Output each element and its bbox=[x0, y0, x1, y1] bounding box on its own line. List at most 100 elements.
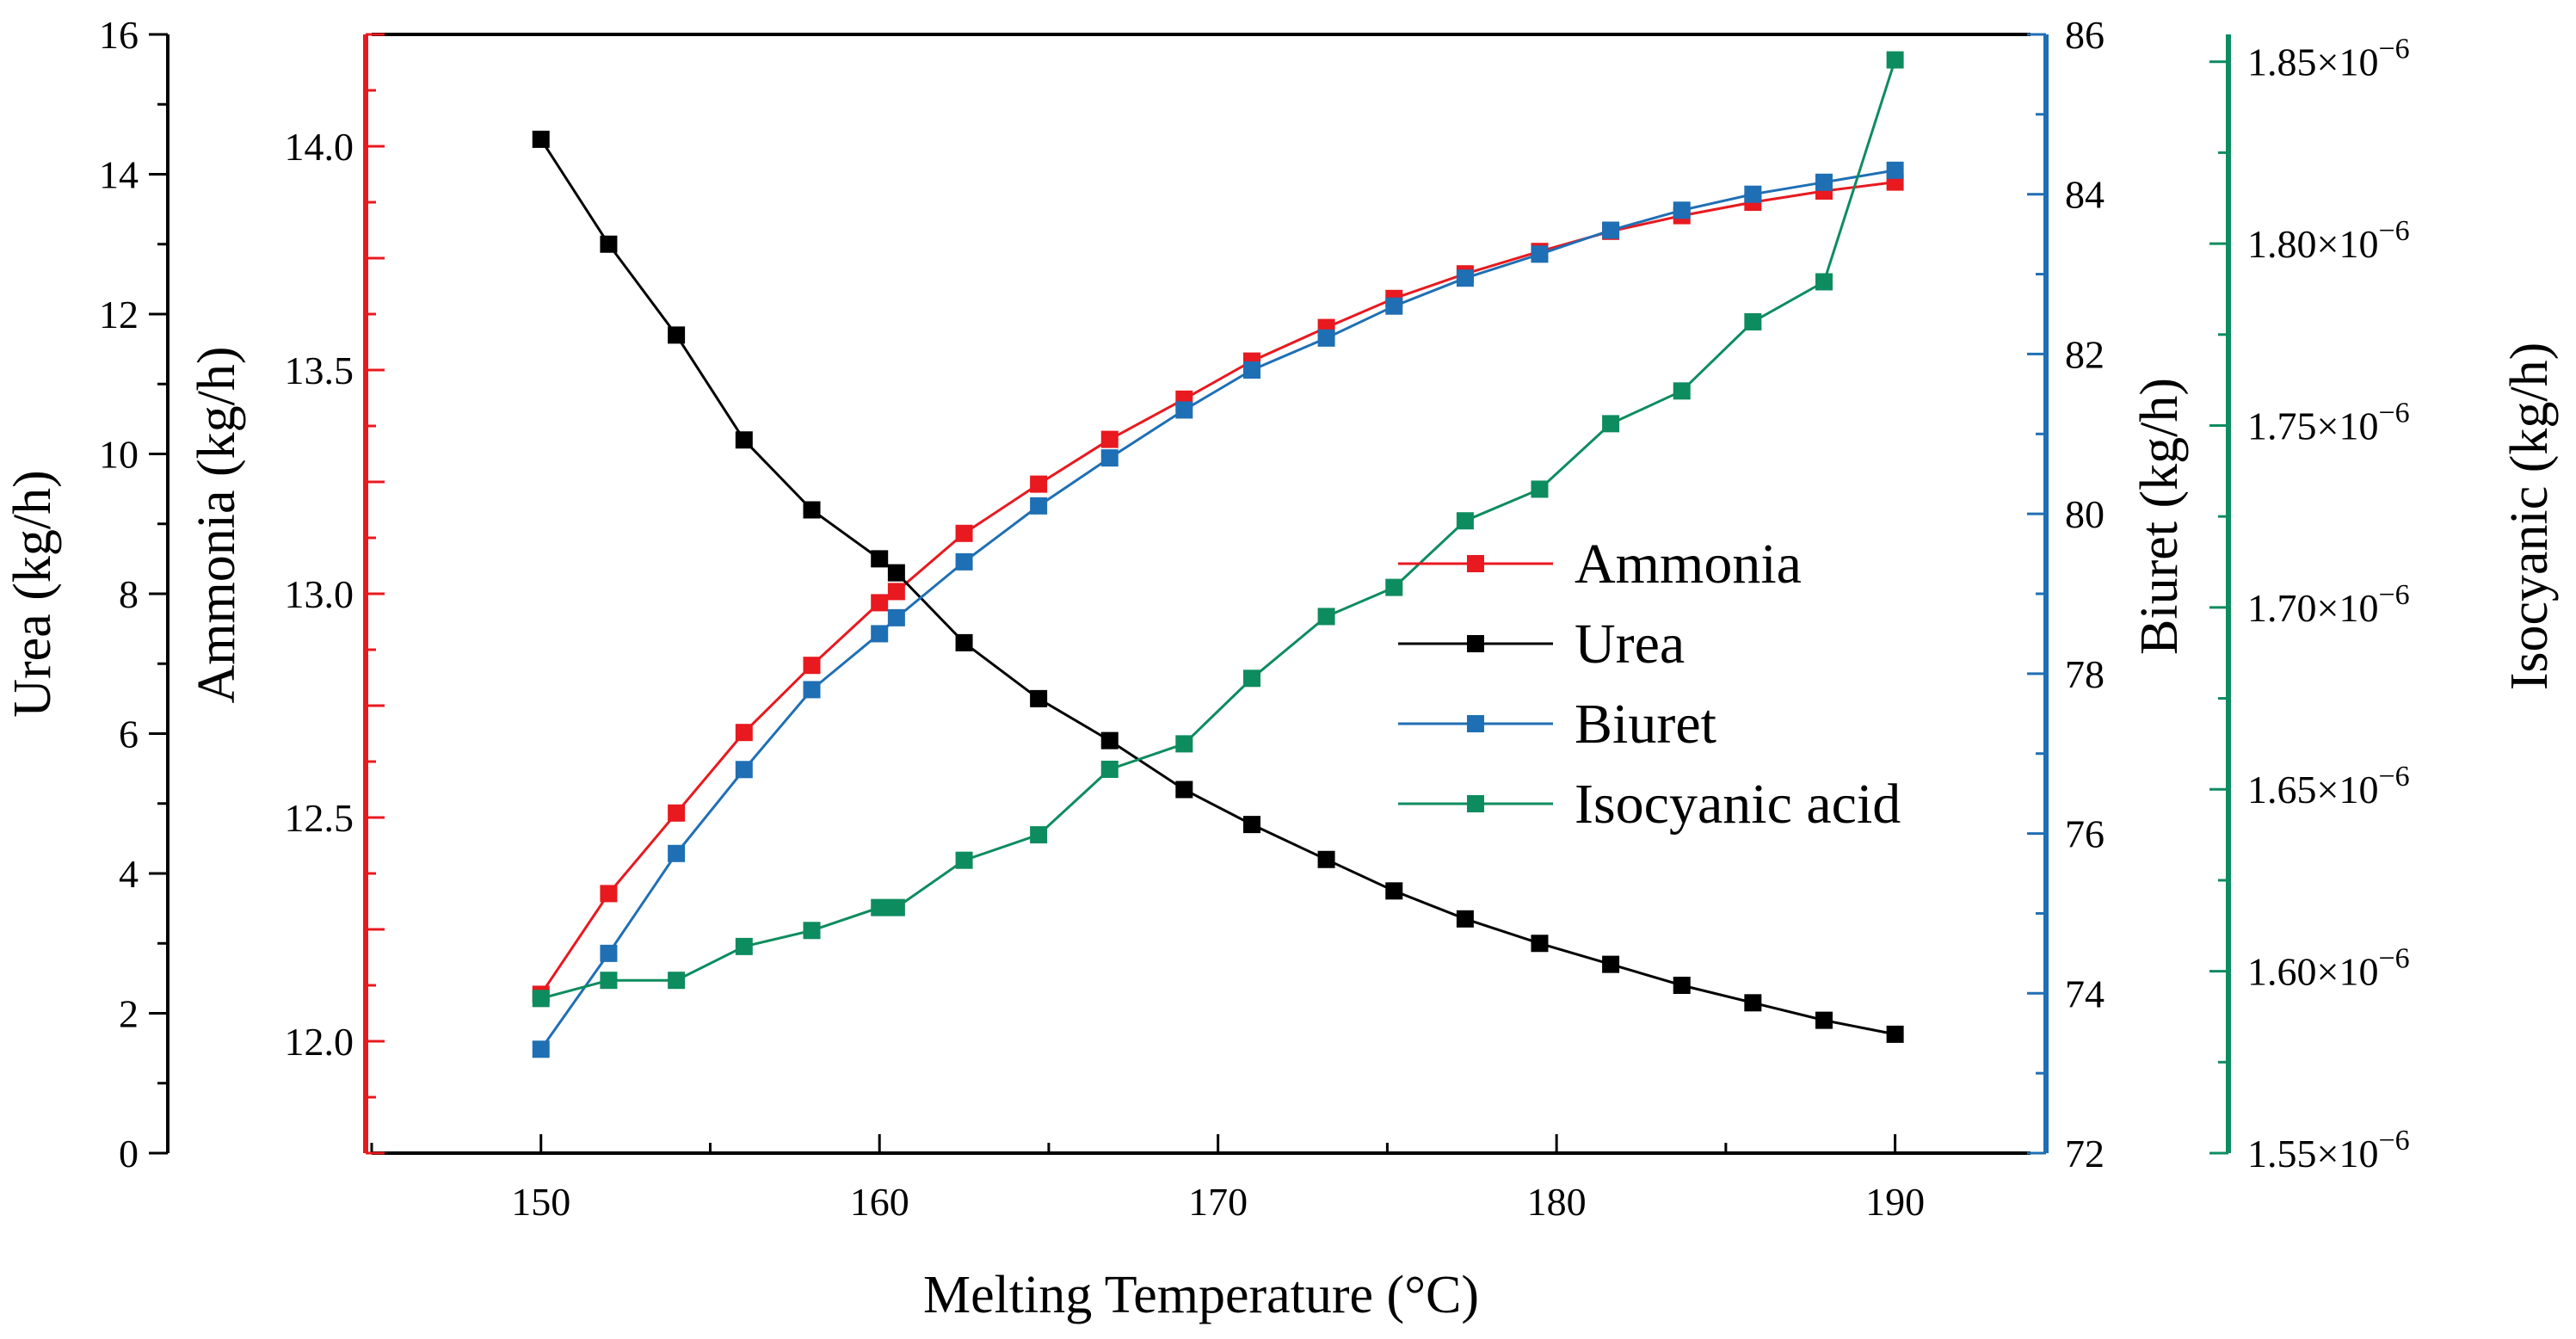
legend-item-isocyanic-acid: Isocyanic acid bbox=[1398, 773, 1901, 836]
data-point-ammonia bbox=[668, 804, 686, 822]
data-point-isocyanic-acid bbox=[1317, 608, 1335, 626]
data-point-urea bbox=[887, 564, 905, 582]
urea-tick-label: 16 bbox=[99, 13, 139, 57]
urea-tick-label: 8 bbox=[119, 572, 139, 616]
ammonia-tick-label: 13.5 bbox=[285, 349, 354, 392]
data-point-isocyanic-acid bbox=[668, 972, 686, 990]
data-point-isocyanic-acid bbox=[1531, 480, 1549, 498]
data-point-biuret bbox=[532, 1040, 550, 1058]
data-point-isocyanic-acid bbox=[887, 898, 905, 916]
data-point-biuret bbox=[887, 608, 905, 626]
data-point-isocyanic-acid bbox=[1175, 735, 1193, 753]
data-point-biuret bbox=[668, 844, 686, 862]
legend-item-ammonia: Ammonia bbox=[1398, 533, 1802, 595]
x-tick-label: 150 bbox=[511, 1180, 570, 1224]
biuret-tick-label: 82 bbox=[2065, 332, 2105, 376]
data-point-ammonia bbox=[955, 524, 973, 542]
series-biuret bbox=[532, 161, 1904, 1058]
data-point-isocyanic-acid bbox=[1886, 51, 1904, 69]
data-point-urea bbox=[1243, 816, 1261, 834]
data-point-urea bbox=[955, 633, 973, 651]
x-tick-label: 160 bbox=[850, 1180, 909, 1224]
legend-label-isocyanic-acid: Isocyanic acid bbox=[1575, 773, 1901, 836]
data-point-biuret bbox=[1317, 329, 1335, 347]
legend-label-urea: Urea bbox=[1575, 613, 1685, 676]
data-point-isocyanic-acid bbox=[735, 937, 753, 955]
isocyanic-tick-exponent: −6 bbox=[2378, 943, 2409, 975]
data-point-biuret bbox=[1456, 269, 1474, 287]
data-point-urea bbox=[1602, 955, 1620, 973]
urea-axis-title: Urea (kg/h) bbox=[3, 470, 62, 717]
legend-label-ammonia: Ammonia bbox=[1575, 533, 1802, 595]
data-point-biuret bbox=[1815, 173, 1833, 191]
plot-area bbox=[532, 51, 1904, 1058]
data-point-biuret bbox=[1531, 245, 1549, 263]
x-tick-label: 180 bbox=[1527, 1180, 1587, 1224]
data-point-urea bbox=[1030, 689, 1048, 707]
data-point-isocyanic-acid bbox=[1815, 273, 1833, 291]
isocyanic-tick-exponent: −6 bbox=[2378, 1125, 2409, 1157]
data-point-urea bbox=[735, 431, 753, 449]
data-point-isocyanic-acid bbox=[532, 990, 550, 1008]
series-isocyanic-acid bbox=[532, 51, 1904, 1008]
data-point-urea bbox=[1744, 994, 1762, 1012]
data-point-ammonia bbox=[1100, 430, 1119, 448]
data-point-urea bbox=[1175, 781, 1193, 799]
data-point-urea bbox=[1317, 850, 1335, 868]
data-point-biuret bbox=[1602, 221, 1620, 239]
biuret-tick-label: 72 bbox=[2065, 1132, 2105, 1175]
ammonia-tick-label: 12.5 bbox=[285, 796, 354, 840]
biuret-tick-label: 74 bbox=[2065, 972, 2105, 1015]
data-point-urea bbox=[1456, 910, 1474, 928]
data-point-urea bbox=[1673, 977, 1691, 994]
isocyanic-axis-title: Isocyanic (kg/h) bbox=[2500, 342, 2559, 691]
data-point-ammonia bbox=[887, 583, 905, 601]
legend: Ammonia Urea Biuret Isocyanic acid bbox=[1398, 533, 1901, 836]
data-point-biuret bbox=[803, 681, 821, 699]
data-point-ammonia bbox=[871, 594, 889, 612]
data-point-biuret bbox=[600, 944, 618, 962]
ammonia-axis-title: Ammonia (kg/h) bbox=[188, 347, 246, 704]
data-point-biuret bbox=[1175, 401, 1193, 419]
data-point-biuret bbox=[1886, 161, 1904, 179]
data-point-isocyanic-acid bbox=[803, 922, 821, 940]
biuret-tick-label: 78 bbox=[2065, 652, 2105, 696]
isocyanic-tick-exponent: −6 bbox=[2378, 215, 2409, 247]
axes: 150 160 170 180 190 Melting Temperature (°C) 0… bbox=[3, 13, 2559, 1324]
isocyanic-tick-exponent: −6 bbox=[2378, 579, 2409, 611]
legend-label-biuret: Biuret bbox=[1575, 693, 1716, 756]
data-point-urea bbox=[871, 550, 889, 568]
urea-tick-label: 12 bbox=[99, 293, 139, 336]
data-point-biuret bbox=[735, 761, 753, 779]
legend-marker-ammonia bbox=[1467, 555, 1484, 572]
x-tick-label: 170 bbox=[1188, 1180, 1248, 1224]
data-point-isocyanic-acid bbox=[955, 851, 973, 869]
data-point-isocyanic-acid bbox=[1100, 760, 1119, 778]
data-point-ammonia bbox=[1030, 475, 1048, 493]
biuret-tick-label: 86 bbox=[2065, 13, 2105, 57]
data-point-isocyanic-acid bbox=[600, 972, 618, 990]
data-point-isocyanic-acid bbox=[871, 898, 889, 916]
data-point-biuret bbox=[1100, 449, 1119, 467]
data-point-isocyanic-acid bbox=[1385, 578, 1403, 596]
data-point-ammonia bbox=[600, 885, 618, 903]
data-point-isocyanic-acid bbox=[1243, 670, 1261, 688]
data-point-biuret bbox=[1385, 297, 1403, 315]
urea-tick-label: 10 bbox=[99, 433, 139, 477]
data-point-isocyanic-acid bbox=[1744, 312, 1762, 330]
data-point-biuret bbox=[1030, 497, 1048, 515]
x-axis-title: Melting Temperature (°C) bbox=[923, 1266, 1479, 1324]
biuret-axis-title: Biuret (kg/h) bbox=[2130, 378, 2189, 655]
legend-item-urea: Urea bbox=[1398, 613, 1685, 676]
data-point-urea bbox=[1815, 1011, 1833, 1029]
data-point-biuret bbox=[871, 625, 889, 643]
urea-tick-label: 0 bbox=[119, 1132, 139, 1175]
data-point-urea bbox=[803, 501, 821, 519]
isocyanic-tick-exponent: −6 bbox=[2378, 34, 2409, 65]
urea-tick-label: 14 bbox=[99, 153, 139, 197]
data-point-urea bbox=[668, 326, 686, 344]
data-point-isocyanic-acid bbox=[1030, 826, 1048, 844]
legend-marker-biuret bbox=[1467, 715, 1484, 732]
